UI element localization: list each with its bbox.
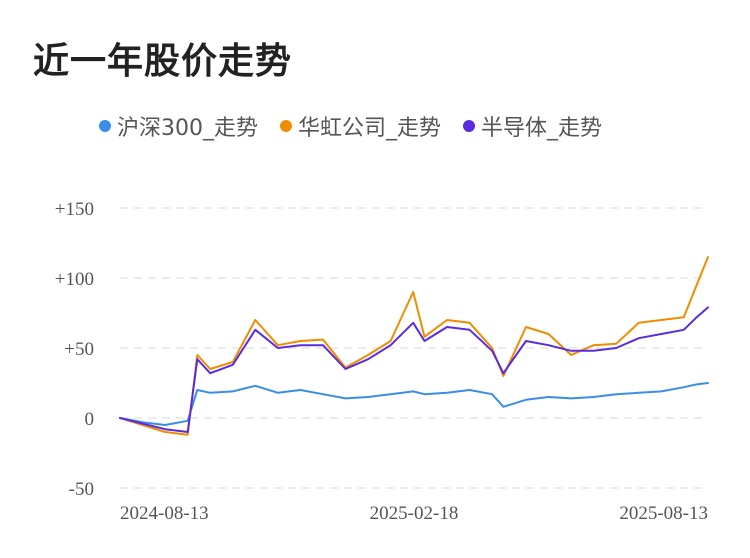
y-tick-label-0: +150	[55, 199, 94, 220]
y-tick-label-1: +100	[55, 269, 94, 290]
series-line-1	[119, 256, 709, 436]
legend-item-huahong[interactable]: 华虹公司_走势	[280, 110, 441, 142]
series-line-0	[119, 382, 709, 426]
chart-title: 近一年股价走势	[33, 41, 293, 82]
x-tick-label-0: 2024-08-13	[120, 503, 209, 524]
legend-label-hs300: 沪深300_走势	[117, 116, 258, 141]
series-line-2	[119, 306, 709, 433]
x-tick-label-1: 2025-02-18	[370, 503, 459, 524]
legend-dot-huahong	[280, 120, 292, 132]
y-tick-label-4: -50	[69, 479, 94, 500]
legend-dot-semiconductor	[463, 120, 476, 132]
legend-item-hs300[interactable]: 沪深300_走势	[99, 110, 258, 142]
y-tick-label-3: 0	[85, 409, 95, 430]
y-tick-label-2: +50	[64, 339, 94, 360]
legend-item-semiconductor[interactable]: 半导体_走势	[463, 110, 602, 142]
legend-label-semiconductor: 半导体_走势	[481, 116, 603, 141]
legend: 沪深300_走势 华虹公司_走势 半导体_走势	[99, 110, 602, 142]
legend-dot-hs300	[99, 120, 111, 132]
x-tick-label-2: 2025-08-13	[619, 503, 708, 524]
legend-label-huahong: 华虹公司_走势	[298, 116, 442, 141]
